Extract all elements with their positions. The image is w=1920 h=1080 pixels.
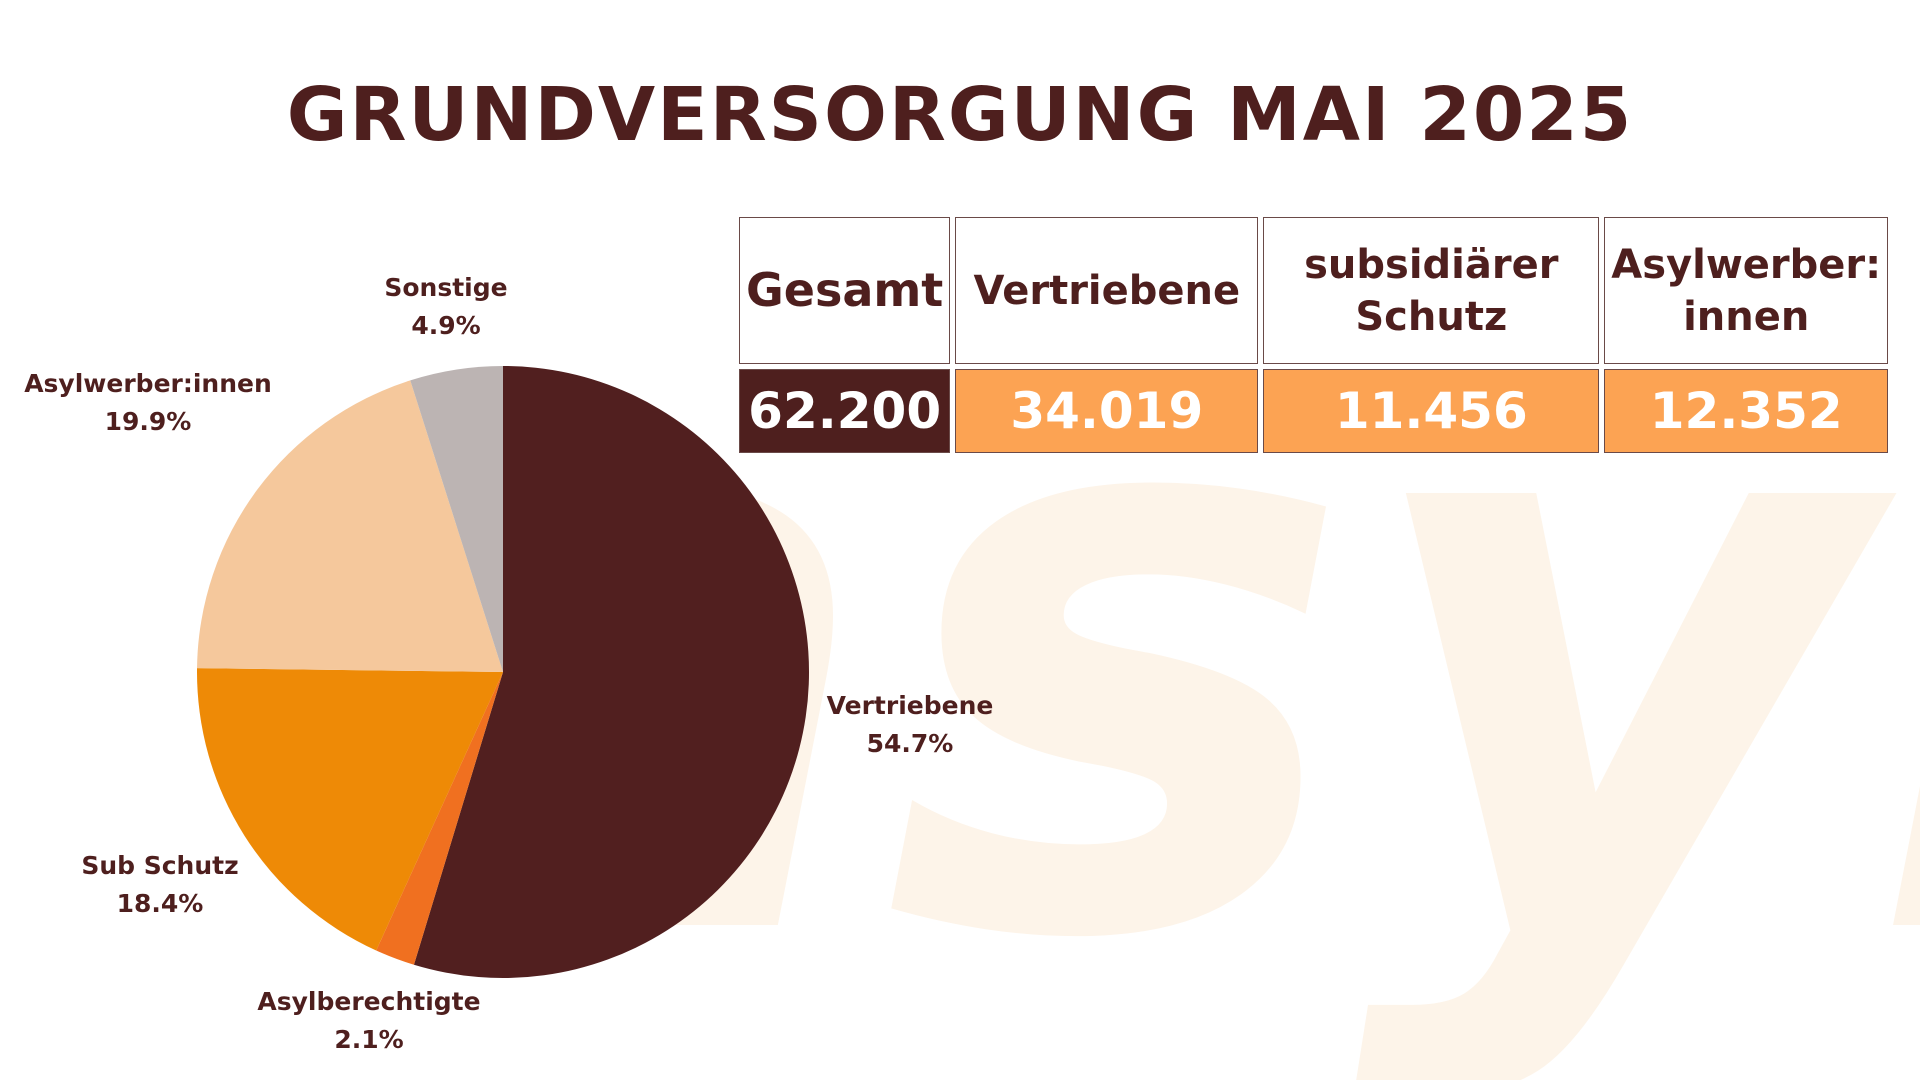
pie-label-asylwerber-innen: Asylwerber:innen bbox=[24, 369, 272, 398]
pie-slice-sub-schutz bbox=[196, 668, 503, 951]
header-vertriebene: Vertriebene bbox=[955, 217, 1259, 364]
pie-value-asylberechtigte: 2.1% bbox=[334, 1025, 403, 1054]
header-asylwerber-line-2: innen bbox=[1683, 293, 1810, 340]
page-title: GRUNDVERSORGUNG MAI 2025 bbox=[286, 72, 1634, 158]
value-vertriebene: 34.019 bbox=[955, 369, 1259, 453]
pie-label-asylberechtigte: Asylberechtigte bbox=[257, 987, 480, 1016]
pie-slice-asylwerber-innen bbox=[197, 380, 503, 672]
header-asylwerber-line-1: Asylwerber: bbox=[1611, 241, 1882, 288]
table-header-row: Gesamt Vertriebene subsidiärer Schutz As… bbox=[739, 217, 1889, 364]
pie-slice-sonstige bbox=[410, 366, 503, 672]
pie-label-sub-schutz: Sub Schutz bbox=[81, 851, 238, 880]
header-subsidiaerer-line-2: Schutz bbox=[1355, 293, 1508, 340]
table-value-row: 62.200 34.019 11.456 12.352 bbox=[739, 369, 1889, 453]
header-gesamt-text: Gesamt bbox=[746, 262, 944, 317]
header-subsidiaerer-schutz: subsidiärer Schutz bbox=[1263, 217, 1600, 364]
header-gesamt: Gesamt bbox=[739, 217, 951, 364]
pie-value-asylwerber-innen: 19.9% bbox=[105, 407, 192, 436]
pie-value-sub-schutz: 18.4% bbox=[117, 889, 204, 918]
pie-value-vertriebene: 54.7% bbox=[867, 729, 954, 758]
pie-slice-asylberechtigte bbox=[376, 672, 503, 965]
value-subsidiaerer-schutz: 11.456 bbox=[1263, 369, 1600, 453]
header-vertriebene-text: Vertriebene bbox=[973, 267, 1241, 314]
pie-slice-vertriebene bbox=[413, 366, 810, 978]
header-subsidiaerer-line-1: subsidiärer bbox=[1304, 241, 1559, 288]
pie-label-vertriebene: Vertriebene bbox=[827, 691, 994, 720]
pie-value-sonstige: 4.9% bbox=[411, 311, 480, 340]
value-asylwerber: 12.352 bbox=[1604, 369, 1889, 453]
stats-table: Gesamt Vertriebene subsidiärer Schutz As… bbox=[734, 212, 1893, 458]
value-gesamt: 62.200 bbox=[739, 369, 951, 453]
pie-label-sonstige: Sonstige bbox=[384, 273, 507, 302]
header-asylwerber: Asylwerber: innen bbox=[1604, 217, 1889, 364]
